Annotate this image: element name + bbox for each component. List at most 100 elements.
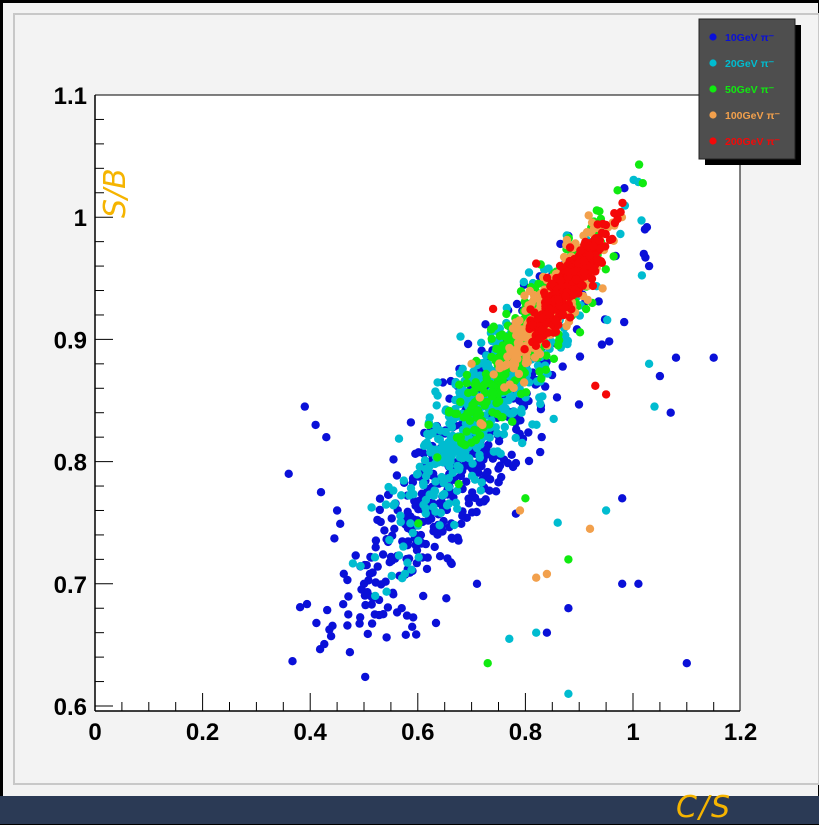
data-point xyxy=(536,399,545,409)
canvas-frame: 0 0.2 0.4 0.6 0.8 1 1.2 0.6 0.7 0.8 0.9 1 1.1 10GeV … xyxy=(3,3,819,796)
data-point xyxy=(610,209,619,218)
data-point xyxy=(609,252,618,261)
data-point xyxy=(532,420,541,429)
data-point xyxy=(407,565,416,574)
data-point xyxy=(456,332,465,341)
legend-label: 100GeV π⁻ xyxy=(725,110,780,122)
data-point xyxy=(376,517,385,527)
data-point xyxy=(537,325,546,334)
data-point xyxy=(482,397,491,407)
data-point xyxy=(553,518,562,527)
data-point xyxy=(512,299,522,309)
data-point xyxy=(508,417,517,426)
data-point xyxy=(494,478,503,487)
data-point xyxy=(458,453,468,463)
data-point xyxy=(616,207,625,217)
data-point xyxy=(462,477,471,486)
data-point xyxy=(408,528,417,538)
data-point xyxy=(351,551,360,560)
data-point xyxy=(478,420,487,430)
data-point xyxy=(634,579,643,588)
data-point xyxy=(370,553,380,562)
data-point xyxy=(535,349,545,359)
data-point xyxy=(361,600,370,610)
data-point xyxy=(359,579,369,588)
data-point xyxy=(579,231,588,240)
data-point xyxy=(475,393,484,402)
data-point xyxy=(555,261,565,271)
data-point xyxy=(488,387,497,397)
legend-label: 10GeV π⁻ xyxy=(725,32,775,44)
data-point xyxy=(505,380,514,389)
data-point xyxy=(644,359,654,368)
data-point xyxy=(459,413,468,422)
data-point xyxy=(371,536,381,545)
data-point xyxy=(575,352,585,361)
data-point xyxy=(365,569,375,579)
data-point xyxy=(436,426,445,435)
data-point xyxy=(414,536,423,545)
data-point xyxy=(520,291,529,300)
y-tick-label: 1.1 xyxy=(54,83,87,110)
data-point xyxy=(387,571,396,581)
data-point xyxy=(371,543,380,552)
data-point xyxy=(332,506,342,515)
data-point xyxy=(409,613,418,622)
data-point xyxy=(493,429,502,438)
data-point xyxy=(414,553,423,562)
data-point xyxy=(394,434,404,443)
data-point xyxy=(401,630,410,639)
legend-marker xyxy=(709,111,717,119)
data-point xyxy=(387,514,396,523)
data-point xyxy=(406,418,416,427)
data-point xyxy=(456,397,465,407)
data-point xyxy=(478,384,487,393)
data-point xyxy=(474,468,483,477)
x-tick-label: 0 xyxy=(88,719,101,746)
data-point xyxy=(472,413,481,422)
x-tick-label: 0.8 xyxy=(509,719,542,746)
data-point xyxy=(655,371,665,381)
data-point xyxy=(565,313,575,322)
data-point xyxy=(414,519,423,528)
data-point xyxy=(601,229,610,239)
data-point xyxy=(382,633,391,642)
data-point xyxy=(389,590,398,599)
data-point xyxy=(435,552,445,561)
data-point xyxy=(603,315,612,325)
data-point xyxy=(499,430,509,439)
data-point xyxy=(433,378,442,387)
data-point xyxy=(536,447,545,457)
legend-marker xyxy=(709,85,717,93)
legend-marker xyxy=(709,33,717,41)
data-point xyxy=(516,389,526,399)
data-point xyxy=(601,242,610,251)
data-point xyxy=(528,320,537,330)
scatter-plot: 0 0.2 0.4 0.6 0.8 1 1.2 0.6 0.7 0.8 0.9 1 1.1 10GeV … xyxy=(3,3,819,796)
data-point xyxy=(417,489,427,498)
data-point xyxy=(438,440,447,449)
y-tick-label: 0.8 xyxy=(54,450,87,477)
data-point xyxy=(613,186,622,195)
data-point xyxy=(442,594,451,603)
data-point xyxy=(620,184,629,193)
data-point xyxy=(637,216,646,225)
data-point xyxy=(463,339,473,349)
data-point xyxy=(396,511,405,520)
data-point xyxy=(465,416,475,425)
legend-label: 20GeV π⁻ xyxy=(725,58,775,70)
data-point xyxy=(356,613,365,622)
data-point xyxy=(371,578,380,587)
data-point xyxy=(538,392,547,401)
data-point xyxy=(592,206,601,215)
data-point xyxy=(482,363,491,372)
data-point xyxy=(587,274,597,283)
data-point xyxy=(666,408,675,417)
data-point xyxy=(367,503,376,512)
data-point xyxy=(709,353,718,362)
data-point xyxy=(467,471,477,481)
data-point xyxy=(406,484,416,493)
data-point xyxy=(447,423,456,432)
data-point xyxy=(448,468,457,477)
data-point xyxy=(558,310,567,319)
